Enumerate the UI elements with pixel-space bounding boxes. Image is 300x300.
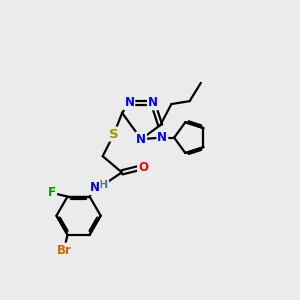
Text: S: S: [109, 128, 119, 141]
Text: N: N: [136, 133, 146, 146]
Text: H: H: [99, 180, 108, 190]
Text: F: F: [48, 187, 56, 200]
Text: Br: Br: [56, 244, 71, 256]
Text: N: N: [90, 181, 100, 194]
Text: N: N: [158, 131, 167, 144]
Text: O: O: [138, 160, 148, 174]
Text: N: N: [148, 96, 158, 110]
Text: N: N: [124, 96, 134, 110]
